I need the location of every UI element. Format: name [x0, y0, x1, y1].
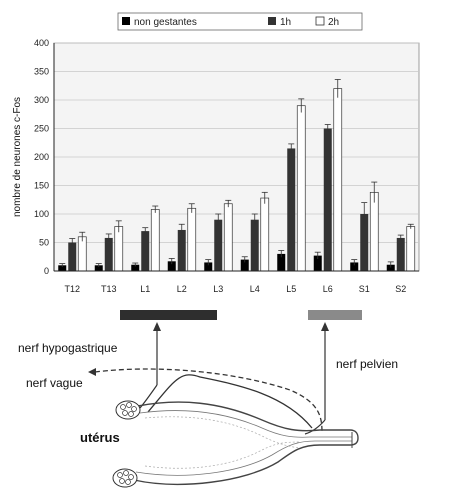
legend-label-non-gestantes: non gestantes — [134, 17, 197, 28]
bar-L1-2h — [150, 209, 160, 272]
bars — [58, 88, 416, 272]
bar-L5-2h — [296, 105, 306, 272]
bar-L3-non-gestantes — [204, 262, 213, 271]
uterine-horn-inner-lower — [135, 440, 352, 476]
ovary-lower — [112, 468, 138, 488]
y-axis-label: nombre de neurones c-Fos — [12, 97, 23, 217]
ovary-upper — [115, 400, 141, 420]
y-tick-label: 400 — [34, 38, 49, 48]
legend-swatch-non-gestantes — [122, 17, 130, 25]
bar-L2-2h — [187, 207, 197, 272]
bar-T13-1h — [104, 237, 113, 271]
bar-L6-non-gestantes — [313, 255, 322, 271]
bar-L4-2h — [260, 197, 270, 272]
x-tick-label: L6 — [323, 284, 333, 294]
x-tick-label: L5 — [286, 284, 296, 294]
legend-label-2h: 2h — [328, 17, 339, 28]
bar-S1-1h — [360, 214, 369, 271]
y-tick-label: 350 — [34, 67, 49, 77]
vagus-nerve — [94, 368, 323, 433]
bar-L3-2h — [223, 203, 233, 272]
hypogastric-arrowhead — [153, 322, 161, 331]
bar-L6-2h — [333, 88, 343, 272]
hypogastric-nerve — [147, 374, 313, 429]
y-tick-label: 100 — [34, 209, 49, 219]
label-uterus: utérus — [80, 430, 120, 445]
y-tick-label: 150 — [34, 181, 49, 191]
bar-L4-non-gestantes — [240, 259, 249, 271]
y-tick-label: 50 — [39, 238, 49, 248]
uterine-horns-outline — [133, 401, 359, 485]
y-tick-label: 0 — [44, 266, 49, 276]
bar-T12-2h — [77, 236, 87, 272]
bar-L6-1h — [323, 128, 332, 271]
legend-swatch-2h — [315, 16, 325, 26]
x-tick-label: T12 — [64, 284, 80, 294]
chart-legend: non gestantes 1h 2h — [117, 12, 363, 31]
bar-L5-1h — [287, 148, 296, 271]
vagus-arrowhead — [88, 368, 96, 376]
bar-S1-2h — [369, 191, 379, 272]
y-tick-label: 200 — [34, 152, 49, 162]
light-region-bar — [308, 310, 362, 320]
x-tick-labels: T12 T13 L1 L2 L3 L4 L5 L6 S1 S2 — [64, 284, 406, 294]
bar-S2-2h — [406, 226, 416, 272]
bar-S1-non-gestantes — [350, 262, 359, 271]
bar-L1-non-gestantes — [131, 264, 140, 271]
bar-S2-non-gestantes — [386, 264, 395, 271]
bar-T13-non-gestantes — [94, 265, 103, 271]
bar-L2-non-gestantes — [167, 261, 176, 271]
uterine-horn-inner-upper — [139, 410, 352, 438]
label-pelvic-nerve: nerf pelvien — [336, 357, 398, 371]
x-tick-label: T13 — [101, 284, 117, 294]
uterine-horn-detail-upper — [144, 416, 301, 449]
bar-L4-1h — [250, 219, 259, 271]
pelvic-arrowhead — [321, 322, 329, 331]
bar-S2-1h — [396, 237, 405, 271]
bar-T13-2h — [114, 226, 124, 272]
bar-L2-1h — [177, 229, 186, 271]
bar-T12-non-gestantes — [58, 265, 67, 271]
y-tick-labels: 0 50 100 150 200 250 300 350 400 — [34, 38, 49, 276]
hypogastric-nerve-branch — [139, 384, 158, 409]
legend-swatch-1h — [268, 17, 276, 25]
y-tick-label: 300 — [34, 95, 49, 105]
x-tick-label: L2 — [177, 284, 187, 294]
y-tick-label: 250 — [34, 124, 49, 134]
bar-L1-1h — [141, 231, 150, 271]
label-vagus-nerve: nerf vague — [26, 376, 83, 390]
bar-L3-1h — [214, 219, 223, 271]
x-tick-label: L3 — [213, 284, 223, 294]
x-tick-label: S1 — [359, 284, 370, 294]
label-hypogastric-nerve: nerf hypogastrique — [18, 341, 118, 355]
x-tick-label: L1 — [140, 284, 150, 294]
bar-T12-1h — [68, 242, 77, 271]
uterine-horn-detail-lower — [144, 441, 301, 469]
error-bars — [59, 79, 414, 268]
pelvic-nerve — [304, 419, 326, 435]
gridlines — [54, 42, 419, 243]
legend-label-1h: 1h — [280, 17, 291, 28]
uterus-diagram: nerf hypogastrique nerf vague nerf pelvi… — [18, 310, 398, 488]
legend-frame — [117, 12, 363, 31]
x-tick-label: L4 — [250, 284, 260, 294]
bar-L5-non-gestantes — [277, 253, 286, 271]
dark-region-bar — [120, 310, 217, 320]
x-tick-label: S2 — [395, 284, 406, 294]
